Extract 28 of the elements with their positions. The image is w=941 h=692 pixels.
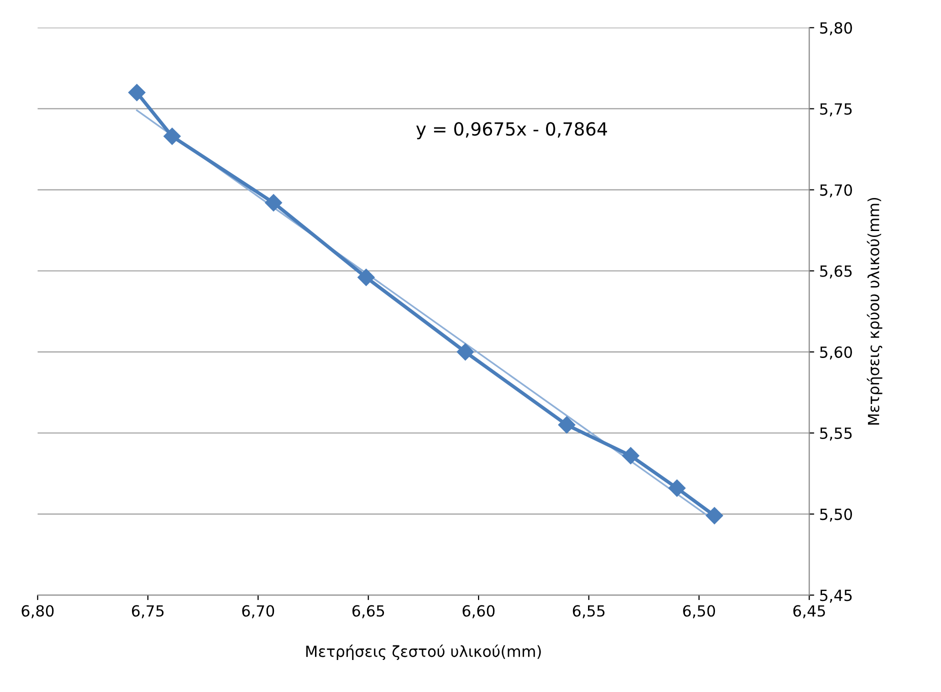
point (128, 84, 146, 102)
point (668, 480, 686, 497)
x-tick-label: 6,45 (793, 605, 825, 618)
point (164, 128, 181, 145)
y-tick-label: 5,70 (820, 184, 852, 198)
y-axis-title: Μετρήσεις κρύου υλικού(mm) (866, 198, 882, 425)
point (706, 507, 724, 524)
y-tick-label: 5,65 (820, 265, 852, 278)
point (558, 416, 576, 434)
x-tick-label: 6,80 (22, 605, 54, 618)
x-tick-label: 6,60 (462, 605, 495, 618)
point (622, 447, 640, 464)
x-tick-label: 6,55 (572, 605, 604, 618)
annotation: y = 0,9675x - 0,7864 (416, 122, 608, 140)
x-axis-title: Μετρήσεις ζεστού υλικού(mm) (306, 644, 541, 660)
point (358, 268, 375, 286)
x-tick-label: 6,50 (683, 605, 716, 618)
point (456, 343, 474, 360)
y-tick-label: 5,60 (820, 346, 852, 360)
point (264, 194, 282, 212)
y-tick-label: 5,80 (820, 22, 852, 36)
y-tick-label: 5,55 (820, 428, 852, 441)
x-tick-label: 6,70 (242, 605, 274, 618)
y-tick-label: 5,75 (820, 103, 852, 116)
y-tick-label: 5,45 (820, 590, 852, 603)
x-tick-label: 6,65 (352, 605, 384, 618)
y-tick-label: 5,50 (820, 508, 852, 522)
x-tick-label: 6,75 (132, 605, 164, 618)
